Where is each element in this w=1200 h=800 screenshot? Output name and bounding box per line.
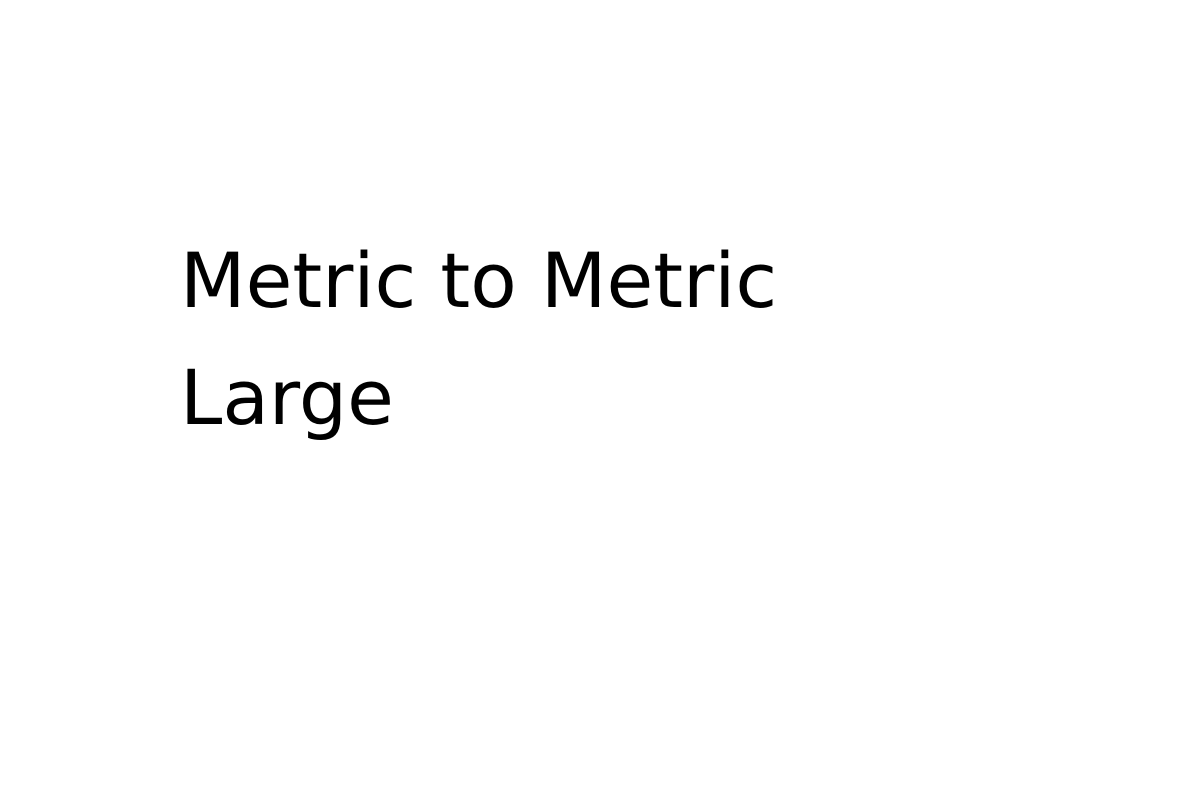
title-line-1: Metric to Metric [180,236,778,325]
title-text-block: Metric to Metric Large [180,222,880,456]
title-line-2: Large [180,353,394,442]
